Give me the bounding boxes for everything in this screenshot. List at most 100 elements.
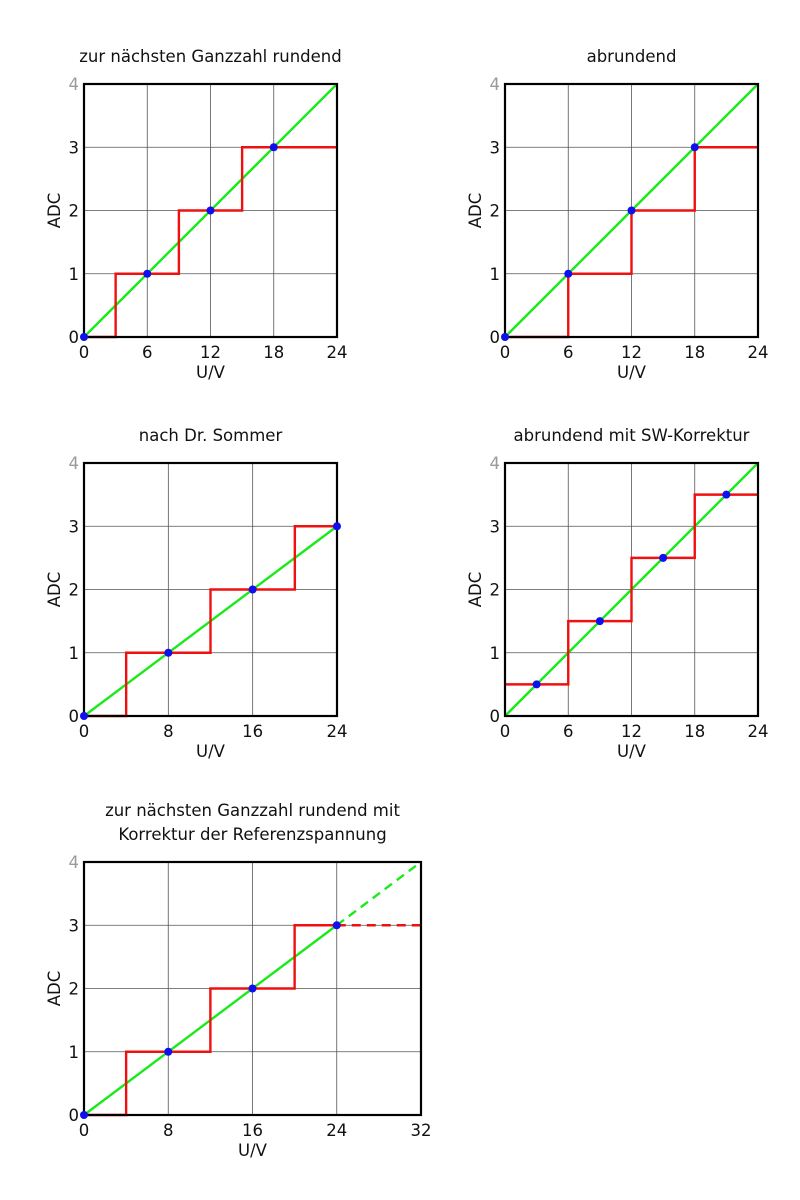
data-point — [80, 1111, 88, 1119]
data-point — [659, 553, 668, 562]
x-tick-label: 8 — [163, 1121, 174, 1140]
step-line — [505, 146, 758, 339]
data-point — [206, 206, 215, 215]
chart-title: zur nächsten Ganzzahl rundend mit — [105, 801, 400, 820]
y-tick-label: 1 — [69, 644, 80, 663]
y-tick-label: 4 — [490, 454, 501, 473]
x-tick-label: 32 — [411, 1121, 432, 1140]
x-axis-label: U/V — [238, 1141, 268, 1160]
x-tick-label: 0 — [79, 343, 90, 362]
y-tick-label: 2 — [69, 581, 80, 600]
data-point — [333, 522, 341, 531]
data-point — [164, 648, 173, 657]
y-tick-label: 1 — [490, 644, 501, 663]
x-tick-label: 6 — [563, 343, 574, 362]
x-tick-label: 0 — [79, 1121, 90, 1140]
chart-panel-5: zur nächsten Ganzzahl rundend mit Korrekt… — [45, 801, 432, 1160]
x-tick-label: 0 — [500, 722, 511, 741]
y-axis-label: ADC — [45, 572, 64, 608]
y-tick-label: 1 — [490, 265, 501, 284]
chart-panel-3: nach Dr. Sommer 0 8 16 24 0 1 2 3 4 U/V ADC — [45, 426, 348, 761]
x-tick-label: 24 — [327, 343, 348, 362]
y-axis-label: ADC — [466, 572, 485, 608]
data-point — [164, 1047, 173, 1056]
y-tick-label: 0 — [69, 328, 80, 347]
y-tick-label: 0 — [69, 707, 80, 726]
x-tick-label: 24 — [326, 1121, 347, 1140]
y-tick-label: 3 — [490, 138, 501, 157]
x-tick-label: 6 — [563, 722, 574, 741]
data-point — [501, 333, 509, 341]
y-tick-label: 3 — [490, 517, 501, 536]
x-tick-label: 24 — [327, 722, 348, 741]
x-tick-label: 6 — [142, 343, 153, 362]
y-tick-label: 1 — [69, 1043, 80, 1062]
y-tick-label: 4 — [69, 853, 80, 872]
x-axis-label: U/V — [196, 742, 226, 761]
chart-title: abrundend mit SW-Korrektur — [514, 426, 750, 445]
chart-title: zur nächsten Ganzzahl rundend — [79, 47, 342, 66]
y-tick-label: 1 — [69, 265, 80, 284]
data-point — [332, 921, 341, 930]
x-tick-label: 24 — [748, 343, 769, 362]
x-tick-label: 18 — [263, 343, 284, 362]
x-tick-label: 12 — [621, 722, 642, 741]
plot-frame — [82, 860, 423, 1117]
y-axis-label: ADC — [466, 193, 485, 229]
y-tick-label: 2 — [69, 202, 80, 221]
chart-title: nach Dr. Sommer — [139, 426, 283, 445]
data-point — [627, 206, 636, 215]
y-tick-label: 2 — [490, 581, 501, 600]
y-axis-label: ADC — [45, 193, 64, 229]
data-point — [564, 269, 573, 278]
data-point — [269, 143, 278, 152]
x-tick-label: 0 — [500, 343, 511, 362]
step-line — [84, 146, 337, 339]
y-tick-label: 4 — [490, 75, 501, 94]
data-point — [722, 490, 731, 499]
data-point — [143, 269, 152, 278]
x-tick-label: 0 — [79, 722, 90, 741]
x-tick-label: 12 — [200, 343, 221, 362]
data-point — [595, 617, 604, 626]
y-tick-label: 2 — [490, 202, 501, 221]
y-axis-label: ADC — [45, 971, 64, 1007]
data-point — [248, 984, 257, 993]
plot-frame — [82, 82, 339, 339]
data-point — [248, 585, 257, 594]
x-tick-label: 12 — [621, 343, 642, 362]
x-axis-label: U/V — [617, 363, 647, 382]
plot-frame — [82, 461, 339, 718]
chart-title: abrundend — [587, 47, 677, 66]
y-tick-label: 4 — [69, 454, 80, 473]
y-tick-label: 0 — [490, 328, 501, 347]
y-tick-label: 3 — [69, 517, 80, 536]
x-tick-label: 18 — [684, 343, 705, 362]
x-tick-label: 18 — [684, 722, 705, 741]
chart-title: Korrektur der Referenzspannung — [118, 825, 386, 844]
data-point — [80, 712, 88, 720]
x-tick-label: 8 — [163, 722, 174, 741]
x-tick-label: 24 — [748, 722, 769, 741]
step-line — [84, 525, 337, 718]
y-tick-label: 0 — [490, 707, 501, 726]
x-tick-label: 16 — [242, 722, 263, 741]
data-point — [532, 680, 541, 689]
x-axis-label: U/V — [617, 742, 647, 761]
y-tick-label: 3 — [69, 916, 80, 935]
plot-frame — [503, 461, 760, 718]
plot-frame — [503, 82, 760, 339]
data-point — [690, 143, 699, 152]
step-line — [505, 493, 758, 686]
step-line — [84, 924, 337, 1117]
y-tick-label: 0 — [69, 1106, 80, 1125]
x-tick-label: 16 — [242, 1121, 263, 1140]
y-tick-label: 3 — [69, 138, 80, 157]
ideal-line-dashed — [336, 861, 422, 927]
y-tick-label: 2 — [69, 980, 80, 999]
data-point — [80, 333, 88, 341]
